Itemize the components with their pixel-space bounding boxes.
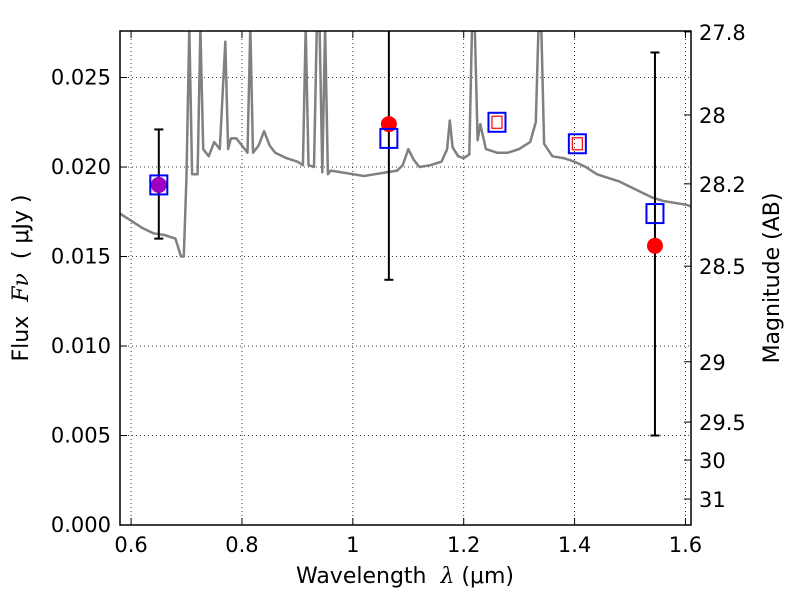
x-tick-label: 1.4 xyxy=(558,533,591,557)
y-axis-right: 27.8 28 28.2 28.5 29 29.5 30 31 xyxy=(684,21,746,512)
right-tick-label: 30 xyxy=(699,449,726,473)
right-tick-label: 27.8 xyxy=(699,21,746,45)
right-tick-label: 29.5 xyxy=(699,411,746,435)
y-tick-label: 0.025 xyxy=(51,66,111,90)
x-axis-symbol: λ xyxy=(439,564,454,589)
x-tick-label: 0.6 xyxy=(114,533,147,557)
inner-square xyxy=(571,137,583,151)
y-tick-label: 0.020 xyxy=(51,155,111,179)
x-tick-label: 1 xyxy=(346,533,359,557)
y-tick-label: 0.015 xyxy=(51,245,111,269)
model-square xyxy=(379,127,399,149)
y-axis-title: Flux Fν ( μJy ) xyxy=(9,194,34,361)
x-axis-title: Wavelength λ (μm) xyxy=(296,564,514,589)
grid-lines xyxy=(120,31,691,526)
right-axis-title: Magnitude (AB) xyxy=(760,193,785,364)
marker-layer xyxy=(149,31,665,437)
spectrum-line xyxy=(120,31,691,258)
observed-point xyxy=(150,176,167,193)
right-tick-label: 31 xyxy=(699,488,726,512)
model-square xyxy=(645,203,665,225)
y-tick-label: 0.000 xyxy=(51,513,111,537)
inner-square xyxy=(491,115,503,129)
model-square xyxy=(149,174,169,196)
right-tick-label: 28 xyxy=(699,104,726,128)
right-tick-label: 28.2 xyxy=(699,173,746,197)
right-tick-label: 28.5 xyxy=(699,255,746,279)
right-tick-label: 29 xyxy=(699,351,726,375)
x-tick-label: 1.6 xyxy=(669,533,702,557)
model-square xyxy=(567,133,587,155)
y-tick-label: 0.010 xyxy=(51,334,111,358)
x-tick-label: 1.2 xyxy=(447,533,480,557)
observed-point xyxy=(646,237,663,254)
plot-frame xyxy=(119,30,692,526)
spectrum-layer xyxy=(120,31,691,258)
model-square xyxy=(487,111,507,133)
x-tick-label: 0.8 xyxy=(225,533,258,557)
y-axis-symbol: Fν xyxy=(9,273,34,303)
x-axis: 0.6 0.8 1 1.2 1.4 1.6 xyxy=(114,31,702,557)
y-tick-label: 0.005 xyxy=(51,424,111,448)
y-axis-left: 0.000 0.005 0.010 0.015 0.020 0.025 xyxy=(51,66,127,537)
